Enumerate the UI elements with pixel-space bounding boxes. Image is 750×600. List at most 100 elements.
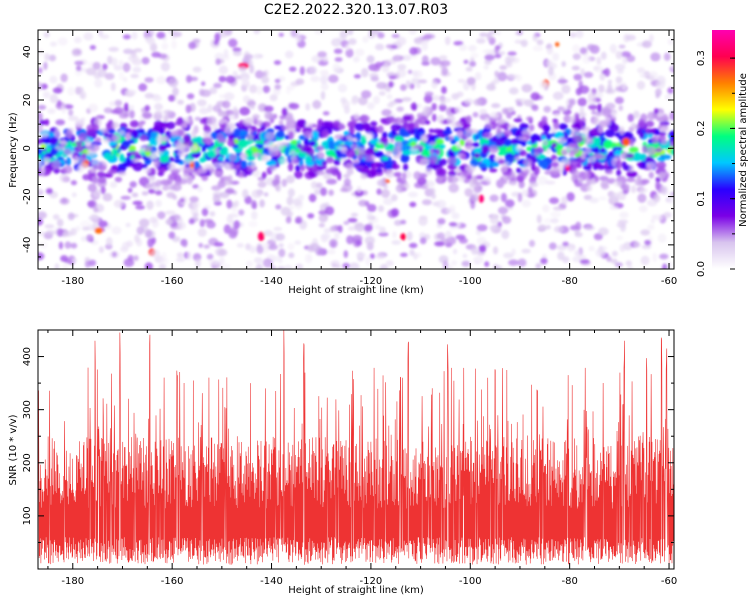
heatmap-cell [494,53,502,59]
heatmap-cell [270,165,277,172]
heatmap-cell [210,132,219,140]
heatmap-cell [188,76,199,82]
heatmap-cell [396,36,407,46]
heatmap-cell [403,163,409,172]
heatmap-y-tick-label: 0 [22,145,33,151]
heatmap-cell [657,233,667,243]
heatmap-cell [174,174,182,184]
heatmap-cell [281,125,289,131]
heatmap-cell [273,226,283,231]
heatmap-cell [218,30,229,38]
heatmap-cell [568,247,573,253]
heatmap-cell [111,121,119,129]
heatmap-cell [400,84,407,91]
heatmap-cell [610,110,618,119]
heatmap-cell [489,225,496,231]
heatmap-cell [647,224,655,231]
heatmap-cell [201,208,209,217]
heatmap-cell [191,130,197,138]
heatmap-cell [637,67,646,74]
heatmap-cell [153,158,161,168]
heatmap-cell [206,150,217,158]
heatmap-cell [141,111,153,120]
heatmap-cell [38,231,46,236]
heatmap-cell [364,148,375,156]
heatmap-cell [418,216,428,226]
heatmap-cell [312,100,322,109]
heatmap-cell [201,174,209,181]
heatmap-cell [195,258,201,268]
heatmap-cell [370,162,381,168]
heatmap-cell [75,225,81,232]
heatmap-cell [240,153,248,160]
heatmap-cell [364,236,375,245]
heatmap-cell [402,140,409,145]
heatmap-cell [151,237,156,245]
heatmap-cell [518,180,525,189]
heatmap-cell [176,252,184,258]
heatmap-cell [474,152,481,159]
heatmap-cell [256,128,265,133]
heatmap-cell [561,61,566,67]
heatmap-cell [370,76,379,82]
heatmap-cell [141,57,150,65]
snr-x-tick-label: -120 [360,576,383,587]
heatmap-cell [431,193,436,200]
heatmap-cell [618,44,626,49]
heatmap-cell [57,99,62,108]
heatmap-cell [464,145,474,151]
heatmap-cell [59,197,70,205]
heatmap-cell [600,51,607,60]
heatmap-cell [633,110,640,119]
heatmap-cell [628,172,638,177]
heatmap-cell [437,158,447,166]
heatmap-cell [667,38,674,45]
heatmap-cell [256,85,263,95]
heatmap-cell [507,51,517,56]
heatmap-cell [112,148,119,157]
heatmap-cell [431,80,438,89]
heatmap-cell [351,98,358,105]
colorbar-tick-label: 0.2 [696,120,707,136]
heatmap-cell [515,145,524,152]
heatmap-cell [509,87,519,95]
heatmap-cell [124,48,133,54]
heatmap-cell [648,71,658,79]
heatmap-cell [552,91,564,101]
heatmap-cell [327,249,336,255]
heatmap-cell [129,109,135,119]
heatmap-cell [158,105,164,110]
heatmap-cell [440,144,446,149]
heatmap-cell [431,103,437,111]
heatmap-cell [642,144,648,154]
heatmap-cell [620,51,632,58]
heatmap-cell [641,40,652,48]
heatmap-cell [621,81,627,91]
heatmap-cell [105,237,113,247]
heatmap-cell [669,141,674,147]
heatmap-cell [408,191,418,198]
heatmap-cell [201,144,206,153]
heatmap-cell [393,172,402,177]
heatmap-cell [38,188,43,193]
heatmap-cell [593,65,604,73]
heatmap-cell [420,135,427,142]
heatmap-cell [474,260,480,265]
heatmap-cell [645,120,655,128]
heatmap-cell [129,151,140,156]
heatmap-cell [206,220,216,229]
heatmap-cell [650,52,661,62]
heatmap-cell [138,218,150,228]
heatmap-cell [139,115,144,121]
heatmap-cell [486,177,492,184]
heatmap-cell [542,140,549,147]
heatmap-cell [44,53,50,61]
heatmap-cell [153,185,161,191]
heatmap-cell [120,195,131,200]
heatmap-cell [569,32,577,38]
heatmap-cell [580,131,589,139]
heatmap-cell [308,66,318,75]
heatmap-cell [333,38,343,46]
heatmap-cell [249,64,255,74]
heatmap-cell [261,76,270,84]
